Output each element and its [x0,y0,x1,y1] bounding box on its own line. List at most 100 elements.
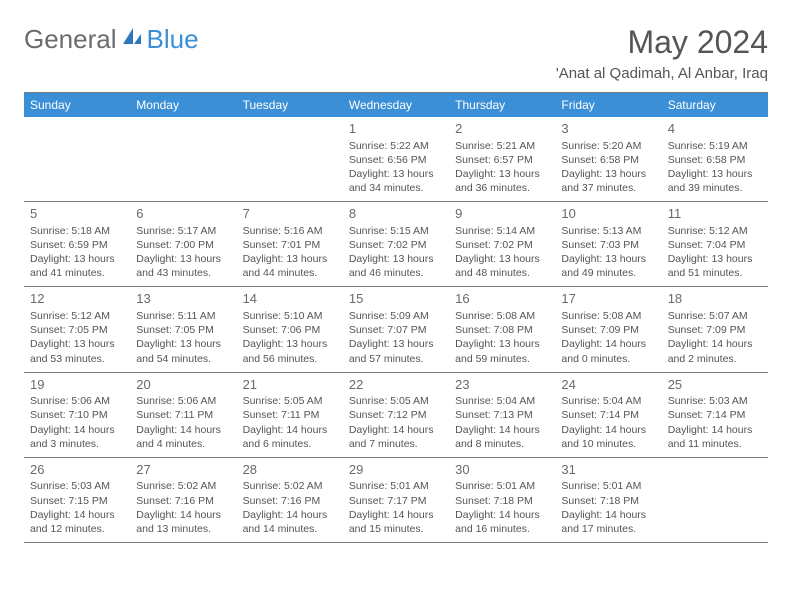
day-number: 7 [243,205,337,223]
header: General Blue May 2024 'Anat al Qadimah, … [24,24,768,82]
sunset-text: Sunset: 7:11 PM [136,408,230,422]
daylight-text-1: Daylight: 14 hours [30,508,124,522]
day-number: 9 [455,205,549,223]
day-cell: 30Sunrise: 5:01 AMSunset: 7:18 PMDayligh… [449,458,555,542]
daylight-text-2: and 0 minutes. [561,352,655,366]
day-number: 15 [349,290,443,308]
sunrise-text: Sunrise: 5:07 AM [668,309,762,323]
sunrise-text: Sunrise: 5:09 AM [349,309,443,323]
title-block: May 2024 'Anat al Qadimah, Al Anbar, Ira… [556,24,768,82]
daylight-text-2: and 48 minutes. [455,266,549,280]
daylight-text-2: and 4 minutes. [136,437,230,451]
day-cell: 16Sunrise: 5:08 AMSunset: 7:08 PMDayligh… [449,287,555,371]
daylight-text-2: and 16 minutes. [455,522,549,536]
sunrise-text: Sunrise: 5:02 AM [243,479,337,493]
day-cell: 19Sunrise: 5:06 AMSunset: 7:10 PMDayligh… [24,373,130,457]
daylight-text-1: Daylight: 14 hours [243,423,337,437]
day-number: 24 [561,376,655,394]
daylight-text-1: Daylight: 13 hours [349,252,443,266]
daylight-text-2: and 41 minutes. [30,266,124,280]
day-number: 3 [561,120,655,138]
daylight-text-1: Daylight: 14 hours [349,508,443,522]
day-cell [237,117,343,201]
sunrise-text: Sunrise: 5:02 AM [136,479,230,493]
sunset-text: Sunset: 7:01 PM [243,238,337,252]
sunrise-text: Sunrise: 5:15 AM [349,224,443,238]
day-cell: 12Sunrise: 5:12 AMSunset: 7:05 PMDayligh… [24,287,130,371]
day-header: Thursday [449,93,555,117]
daylight-text-1: Daylight: 14 hours [136,508,230,522]
day-number: 19 [30,376,124,394]
daylight-text-2: and 17 minutes. [561,522,655,536]
sunset-text: Sunset: 7:08 PM [455,323,549,337]
sunrise-text: Sunrise: 5:20 AM [561,139,655,153]
daylight-text-2: and 56 minutes. [243,352,337,366]
sunrise-text: Sunrise: 5:03 AM [30,479,124,493]
sunrise-text: Sunrise: 5:04 AM [561,394,655,408]
week-row: 12Sunrise: 5:12 AMSunset: 7:05 PMDayligh… [24,287,768,372]
week-row: 19Sunrise: 5:06 AMSunset: 7:10 PMDayligh… [24,373,768,458]
day-header: Tuesday [237,93,343,117]
daylight-text-2: and 36 minutes. [455,181,549,195]
daylight-text-1: Daylight: 13 hours [136,252,230,266]
day-cell: 3Sunrise: 5:20 AMSunset: 6:58 PMDaylight… [555,117,661,201]
sunset-text: Sunset: 7:16 PM [243,494,337,508]
sunrise-text: Sunrise: 5:06 AM [30,394,124,408]
day-cell: 10Sunrise: 5:13 AMSunset: 7:03 PMDayligh… [555,202,661,286]
sunset-text: Sunset: 7:10 PM [30,408,124,422]
day-cell [130,117,236,201]
daylight-text-1: Daylight: 14 hours [30,423,124,437]
daylight-text-2: and 57 minutes. [349,352,443,366]
sunset-text: Sunset: 7:17 PM [349,494,443,508]
day-cell: 7Sunrise: 5:16 AMSunset: 7:01 PMDaylight… [237,202,343,286]
day-cell: 15Sunrise: 5:09 AMSunset: 7:07 PMDayligh… [343,287,449,371]
day-header: Sunday [24,93,130,117]
day-cell: 6Sunrise: 5:17 AMSunset: 7:00 PMDaylight… [130,202,236,286]
day-cell: 23Sunrise: 5:04 AMSunset: 7:13 PMDayligh… [449,373,555,457]
day-number: 18 [668,290,762,308]
daylight-text-2: and 46 minutes. [349,266,443,280]
daylight-text-2: and 10 minutes. [561,437,655,451]
sunset-text: Sunset: 7:07 PM [349,323,443,337]
daylight-text-1: Daylight: 13 hours [561,252,655,266]
day-number: 28 [243,461,337,479]
logo-text-2: Blue [147,24,199,55]
day-number: 11 [668,205,762,223]
sunrise-text: Sunrise: 5:01 AM [349,479,443,493]
day-number: 8 [349,205,443,223]
sunset-text: Sunset: 7:14 PM [668,408,762,422]
sunset-text: Sunset: 7:02 PM [455,238,549,252]
location: 'Anat al Qadimah, Al Anbar, Iraq [556,65,768,82]
daylight-text-2: and 15 minutes. [349,522,443,536]
day-cell: 17Sunrise: 5:08 AMSunset: 7:09 PMDayligh… [555,287,661,371]
day-cell [24,117,130,201]
day-cell: 13Sunrise: 5:11 AMSunset: 7:05 PMDayligh… [130,287,236,371]
day-number: 14 [243,290,337,308]
day-cell: 11Sunrise: 5:12 AMSunset: 7:04 PMDayligh… [662,202,768,286]
day-number: 27 [136,461,230,479]
daylight-text-1: Daylight: 13 hours [349,167,443,181]
sunrise-text: Sunrise: 5:08 AM [561,309,655,323]
day-number: 5 [30,205,124,223]
sunset-text: Sunset: 7:15 PM [30,494,124,508]
daylight-text-1: Daylight: 14 hours [349,423,443,437]
sunrise-text: Sunrise: 5:13 AM [561,224,655,238]
daylight-text-1: Daylight: 13 hours [668,252,762,266]
daylight-text-1: Daylight: 13 hours [455,252,549,266]
day-cell: 4Sunrise: 5:19 AMSunset: 6:58 PMDaylight… [662,117,768,201]
day-number: 22 [349,376,443,394]
sail-icon [121,24,143,55]
day-cell: 28Sunrise: 5:02 AMSunset: 7:16 PMDayligh… [237,458,343,542]
day-number: 26 [30,461,124,479]
day-number: 6 [136,205,230,223]
day-number: 1 [349,120,443,138]
sunrise-text: Sunrise: 5:14 AM [455,224,549,238]
month-title: May 2024 [556,24,768,61]
sunset-text: Sunset: 7:12 PM [349,408,443,422]
sunrise-text: Sunrise: 5:06 AM [136,394,230,408]
sunrise-text: Sunrise: 5:19 AM [668,139,762,153]
sunset-text: Sunset: 7:00 PM [136,238,230,252]
sunset-text: Sunset: 6:58 PM [561,153,655,167]
sunrise-text: Sunrise: 5:05 AM [349,394,443,408]
daylight-text-1: Daylight: 13 hours [561,167,655,181]
